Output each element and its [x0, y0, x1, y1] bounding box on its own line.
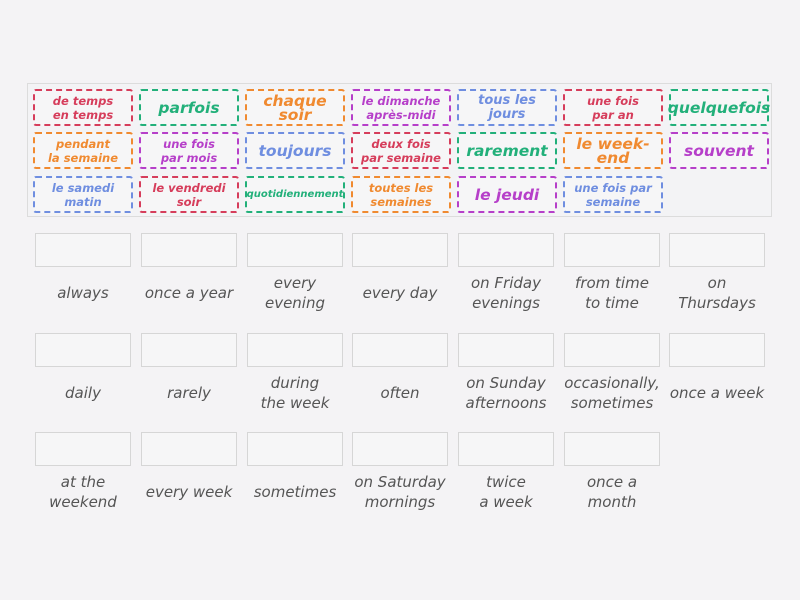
drop-box[interactable]	[458, 432, 554, 466]
target-label: daily	[65, 384, 101, 402]
target-label: at the weekend	[49, 473, 117, 511]
draggable-tile[interactable]: une fois par an	[563, 89, 663, 126]
target-label: once a year	[144, 284, 234, 302]
drop-box[interactable]	[247, 333, 343, 367]
drop-box[interactable]	[141, 233, 237, 267]
draggable-tile[interactable]: rarement	[457, 132, 557, 169]
draggable-tile[interactable]: le dimanche après-midi	[351, 89, 451, 126]
draggable-tile[interactable]: le vendredi soir	[139, 176, 239, 213]
draggable-tile[interactable]: toutes les semaines	[351, 176, 451, 213]
drop-box[interactable]	[458, 333, 554, 367]
drop-box[interactable]	[141, 432, 237, 466]
draggable-tile[interactable]: deux fois par semaine	[351, 132, 451, 169]
target-label: every evening	[264, 274, 326, 312]
draggable-tile[interactable]: toujours	[245, 132, 345, 169]
drop-box[interactable]	[458, 233, 554, 267]
target-label: on Thursdays	[678, 274, 756, 312]
drop-box[interactable]	[247, 233, 343, 267]
draggable-tile[interactable]: le jeudi	[457, 176, 557, 213]
target-label: every week	[145, 483, 233, 501]
draggable-tile[interactable]: de temps en temps	[33, 89, 133, 126]
drop-box[interactable]	[564, 233, 660, 267]
target-label: rarely	[167, 384, 211, 402]
drop-box[interactable]	[247, 432, 343, 466]
tile-pool: de temps en temps parfois chaque soir le di…	[27, 83, 772, 217]
draggable-tile[interactable]: quotidiennement	[245, 176, 345, 213]
target-label: once a week	[669, 384, 765, 402]
draggable-tile[interactable]: souvent	[669, 132, 769, 169]
drop-box[interactable]	[352, 233, 448, 267]
target-label: occasionally, sometimes	[564, 374, 660, 412]
draggable-tile[interactable]: une fois par semaine	[563, 176, 663, 213]
drop-box[interactable]	[669, 233, 765, 267]
draggable-tile[interactable]: pendant la semaine	[33, 132, 133, 169]
target-label: sometimes	[253, 483, 337, 501]
drop-box[interactable]	[35, 233, 131, 267]
target-label: once a month	[586, 473, 638, 511]
drop-box[interactable]	[352, 432, 448, 466]
target-label: during the week	[260, 374, 330, 412]
target-label: on Friday evenings	[470, 274, 541, 312]
target-label: on Sunday afternoons	[465, 374, 547, 412]
draggable-tile[interactable]: chaque soir	[245, 89, 345, 126]
drop-box[interactable]	[564, 333, 660, 367]
target-label: every day	[362, 284, 438, 302]
drop-box[interactable]	[35, 333, 131, 367]
draggable-tile[interactable]: une fois par mois	[139, 132, 239, 169]
drop-box[interactable]	[669, 333, 765, 367]
drop-box[interactable]	[352, 333, 448, 367]
drop-box[interactable]	[35, 432, 131, 466]
draggable-tile[interactable]: parfois	[139, 89, 239, 126]
draggable-tile[interactable]: quelquefois	[668, 89, 770, 126]
target-label: on Saturday mornings	[354, 473, 446, 511]
target-label: always	[57, 284, 109, 302]
target-label: from time to time	[575, 274, 649, 312]
draggable-tile[interactable]: le week-end	[563, 132, 663, 169]
drop-box[interactable]	[564, 432, 660, 466]
target-label: twice a week	[479, 473, 533, 511]
target-label: often	[380, 384, 420, 402]
draggable-tile[interactable]: tous les jours	[457, 89, 557, 126]
drop-box[interactable]	[141, 333, 237, 367]
draggable-tile[interactable]: le samedi matin	[33, 176, 133, 213]
